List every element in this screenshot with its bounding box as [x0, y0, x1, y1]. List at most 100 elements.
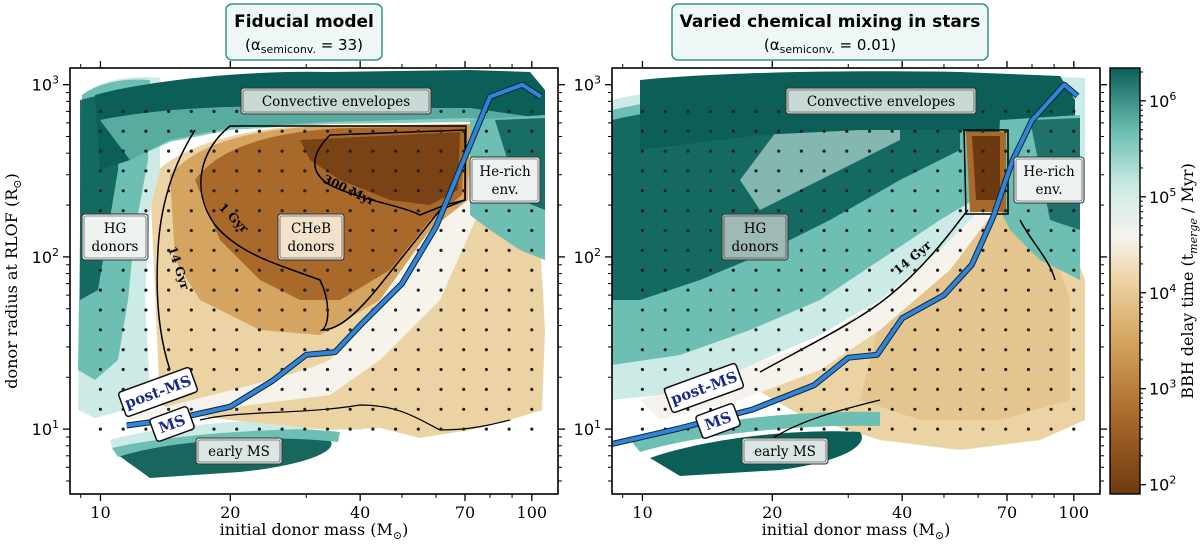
left-sample-dot	[144, 209, 148, 213]
left-sample-dot	[484, 348, 488, 352]
left-sample-dot	[462, 407, 466, 411]
right-axes: 10 20 40 70 100 101 102 103	[574, 61, 1107, 522]
left-sample-dot	[144, 427, 148, 431]
right-sample-dot	[663, 109, 667, 113]
right-sample-dot	[777, 427, 781, 431]
right-sample-dot	[890, 268, 894, 272]
right-sample-dot	[822, 387, 826, 391]
left-sample-dot	[325, 328, 330, 332]
colorbar-tick-label: 105	[1149, 186, 1176, 207]
right-sample-dot	[686, 248, 690, 252]
left-sample-dot	[439, 268, 443, 272]
left-sample-dot	[98, 209, 102, 213]
right-sample-dot	[1049, 387, 1053, 391]
right-sample-dot	[913, 189, 917, 193]
left-sample-dot	[235, 189, 239, 193]
left-sample-dot	[212, 328, 216, 332]
left-sample-dot	[212, 268, 216, 272]
right-sample-dot	[640, 407, 645, 411]
right-sample-dot	[1049, 288, 1053, 292]
left-sample-dot	[371, 367, 375, 372]
left-sample-dot	[371, 129, 375, 133]
right-sample-dot	[1049, 427, 1053, 431]
right-y-tick-label: 103	[574, 74, 601, 95]
left-sample-dot	[371, 149, 375, 153]
right-sample-dot	[1026, 288, 1030, 292]
right-sample-dot	[663, 228, 667, 233]
right-sample-dot	[1049, 149, 1053, 153]
right-sample-dot	[709, 328, 713, 332]
right-sample-dot	[799, 268, 804, 272]
left-sample-dot	[303, 209, 307, 213]
right-sample-dot	[981, 288, 985, 292]
right-sample-dot	[867, 228, 872, 233]
left-sample-dot	[394, 248, 398, 252]
left-sample-dot	[530, 109, 534, 113]
left-sample-dot	[121, 268, 125, 272]
left-sample-dot	[348, 427, 352, 431]
right-sample-dot	[663, 348, 667, 352]
right-sample-dot	[867, 308, 872, 312]
y-axis-label: donor radius at RLOF (R⊙)	[2, 173, 24, 388]
left-sample-dot	[303, 189, 307, 193]
left-sample-dot	[507, 228, 511, 233]
right-sample-dot	[822, 268, 826, 272]
right-label-ms: MS	[695, 402, 741, 440]
left-sample-dot	[416, 268, 420, 272]
right-y-tick-label: 101	[574, 418, 601, 439]
right-axes-frame	[611, 67, 1101, 495]
right-sample-dot	[686, 367, 690, 372]
right-sample-dot	[709, 169, 713, 173]
right-sample-dot	[731, 189, 735, 193]
right-sample-dot	[936, 169, 940, 173]
left-label-cheb-line1: CHeB	[291, 221, 331, 237]
left-sample-dot	[257, 228, 261, 233]
left-sample-dot	[325, 367, 330, 372]
right-sample-dot	[845, 348, 849, 352]
left-sample-dot	[507, 427, 511, 431]
right-sample-dot	[1072, 367, 1076, 372]
right-sample-dot	[709, 248, 713, 252]
left-sample-dot	[348, 308, 352, 312]
left-sample-dot	[439, 427, 443, 431]
left-sample-dot	[212, 228, 216, 233]
right-sample-dot	[913, 169, 917, 173]
left-sample-dot	[121, 149, 125, 153]
left-sample-dot	[325, 149, 330, 153]
left-sample-dot	[235, 348, 239, 352]
right-sample-dot	[1004, 129, 1008, 133]
left-sample-dot	[121, 367, 125, 372]
right-sample-dot	[822, 308, 826, 312]
left-sample-dot	[416, 169, 420, 173]
right-sample-dot	[890, 427, 894, 431]
right-label-early-ms-text: early MS	[754, 444, 816, 460]
left-sample-dot	[348, 129, 352, 133]
left-sample-dot	[371, 268, 375, 272]
left-sample-dot	[462, 189, 466, 193]
right-sample-dot	[1026, 149, 1030, 153]
right-sample-dot	[845, 268, 849, 272]
left-sample-dot	[507, 209, 511, 213]
left-sample-dot	[394, 367, 398, 372]
left-sample-dot	[394, 427, 398, 431]
colorbar-ticks: 102 103 104 105 106	[1140, 71, 1176, 495]
left-sample-dot	[416, 288, 420, 292]
right-sample-dot	[1049, 348, 1053, 352]
right-sample-dot	[640, 248, 645, 252]
left-sample-dot	[462, 387, 466, 391]
left-sample-dot	[189, 109, 193, 113]
left-sample-dot	[121, 288, 125, 292]
right-sample-dot	[754, 328, 758, 332]
right-sample-dot	[981, 209, 985, 213]
left-sample-dot	[394, 308, 398, 312]
right-sample-dot	[777, 348, 781, 352]
right-sample-dot	[936, 209, 940, 213]
left-sample-dot	[235, 308, 239, 312]
left-sample-dot	[212, 129, 216, 133]
right-sample-dot	[663, 129, 667, 133]
left-sample-dot	[167, 189, 171, 193]
left-sample-dot	[235, 407, 239, 411]
left-sample-dot	[98, 308, 102, 312]
right-ms-boundary	[612, 82, 1079, 446]
right-sample-dot	[731, 129, 735, 133]
